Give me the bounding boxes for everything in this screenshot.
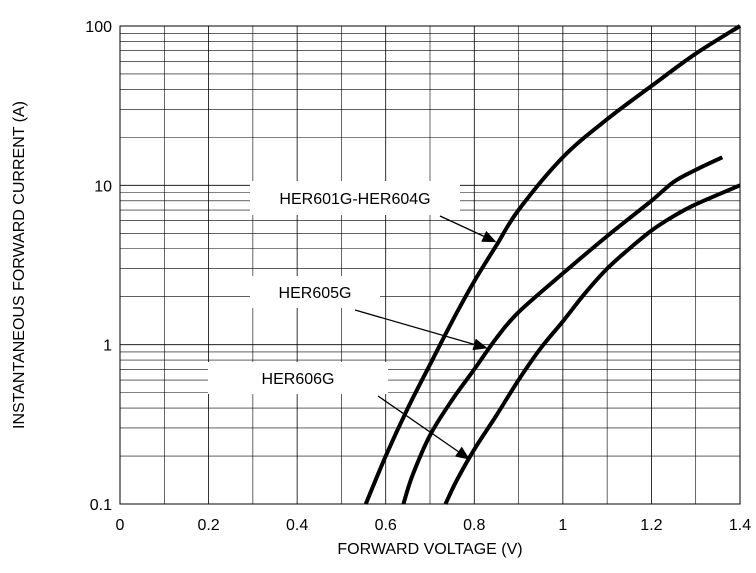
series-line-3 bbox=[443, 183, 741, 505]
x-axis-ticks: 0 0.2 0.4 0.6 0.8 1 1.2 1.4 bbox=[116, 517, 752, 534]
x-tick-label: 0.2 bbox=[197, 517, 219, 534]
x-tick-label: 1.4 bbox=[729, 517, 751, 534]
y-tick-label: 10 bbox=[94, 178, 112, 195]
x-tick-label: 0.4 bbox=[286, 517, 308, 534]
y-tick-label: 100 bbox=[85, 19, 112, 36]
y-tick-label: 1 bbox=[103, 338, 112, 355]
y-axis-ticks: 0.1 1 10 100 bbox=[85, 19, 112, 514]
annotations: HER601G-HER604G HER605G HER606G bbox=[208, 181, 497, 460]
series-line-1 bbox=[363, 24, 742, 505]
y-axis-label: INSTANTANEOUS FORWARD CURRENT (A) bbox=[11, 101, 28, 429]
x-tick-label: 0.6 bbox=[375, 517, 397, 534]
annotation-label: HER606G bbox=[262, 371, 335, 388]
x-tick-label: 1.2 bbox=[640, 517, 662, 534]
series-lines bbox=[363, 24, 742, 505]
annotation-arrow-head bbox=[454, 446, 470, 460]
annotation-label: HER605G bbox=[279, 285, 352, 302]
annotation-arrow-line bbox=[377, 395, 459, 453]
annotation-label: HER601G-HER604G bbox=[279, 191, 430, 208]
annotation-box bbox=[250, 276, 380, 308]
annotation-box bbox=[250, 181, 460, 215]
annotation-arrow-line bbox=[354, 309, 475, 345]
x-axis-label: FORWARD VOLTAGE (V) bbox=[337, 541, 522, 558]
series-line-2 bbox=[401, 155, 724, 505]
x-tick-label: 0 bbox=[116, 517, 125, 534]
y-tick-label: 0.1 bbox=[90, 497, 112, 514]
plot-frame bbox=[119, 25, 741, 505]
annotation-arrow-head bbox=[481, 230, 497, 243]
annotation-arrow-head bbox=[472, 338, 488, 351]
annotation-arrow-line bbox=[439, 215, 484, 237]
annotation-box bbox=[208, 362, 388, 394]
x-tick-label: 1 bbox=[558, 517, 567, 534]
x-tick-label: 0.8 bbox=[463, 517, 485, 534]
